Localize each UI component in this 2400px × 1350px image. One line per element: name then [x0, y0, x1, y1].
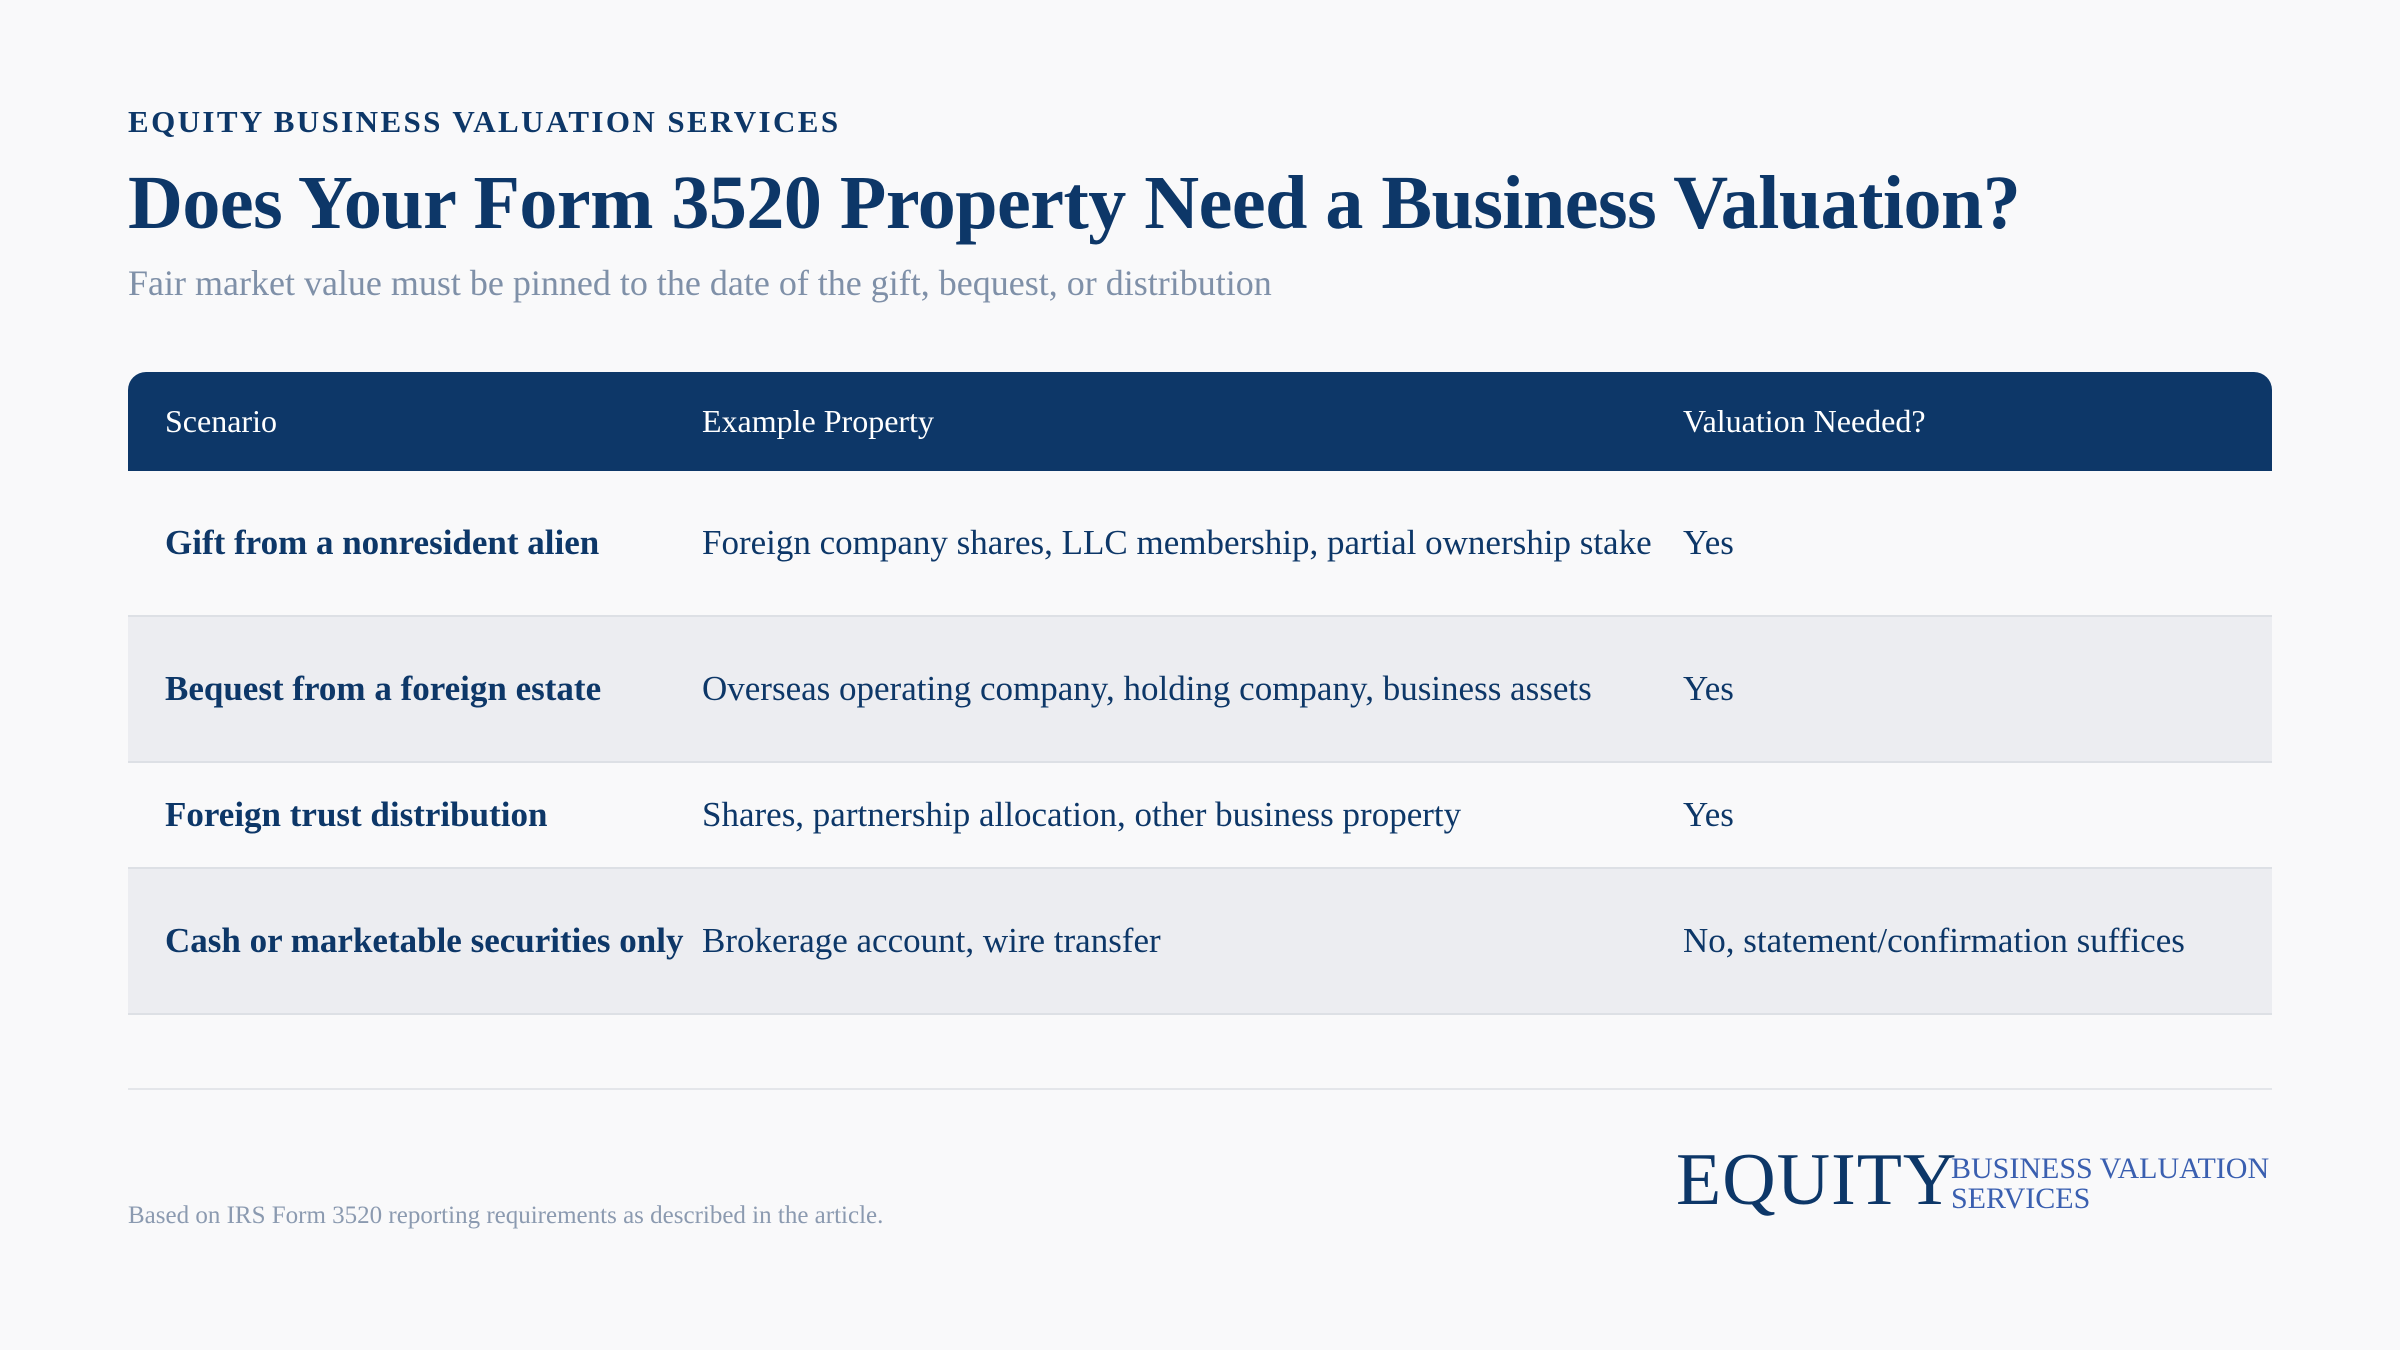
example-property-cell: Overseas operating company, holding comp… [702, 669, 1592, 708]
footer-divider [128, 1088, 2272, 1090]
brand-logo: EQUITY BUSINESS VALUATION SERVICES [1676, 1140, 2272, 1230]
logo-wordmark: EQUITY [1676, 1139, 1958, 1221]
column-header-scenario: Scenario [165, 403, 277, 439]
logo-tagline: BUSINESS VALUATION SERVICES [1951, 1154, 2269, 1214]
valuation-needed-cell: Yes [1683, 669, 1734, 708]
scenario-cell: Foreign trust distribution [165, 795, 548, 834]
example-property-cell: Brokerage account, wire transfer [702, 921, 1161, 960]
scenario-cell: Cash or marketable securities only [165, 921, 684, 960]
page-subtitle: Fair market value must be pinned to the … [128, 263, 1272, 303]
eyebrow-label: EQUITY BUSINESS VALUATION SERVICES [128, 104, 841, 139]
valuation-table: Scenario Example Property Valuation Need… [128, 372, 2272, 1015]
source-footnote: Based on IRS Form 3520 reporting require… [128, 1202, 884, 1229]
column-header-example-property: Example Property [702, 403, 934, 439]
valuation-needed-cell: Yes [1683, 523, 1734, 562]
table-row: Cash or marketable securities only Broke… [128, 869, 2272, 1015]
scenario-cell: Gift from a nonresident alien [165, 523, 600, 562]
column-header-valuation-needed: Valuation Needed? [1683, 403, 1926, 439]
page: EQUITY BUSINESS VALUATION SERVICES Does … [128, 0, 2272, 1350]
valuation-needed-cell: Yes [1683, 795, 1734, 834]
page-title: Does Your Form 3520 Property Need a Busi… [128, 161, 2021, 245]
table-row: Bequest from a foreign estate Overseas o… [128, 617, 2272, 763]
example-property-cell: Shares, partnership allocation, other bu… [702, 795, 1462, 834]
logo-tagline-line-1: BUSINESS VALUATION [1951, 1152, 2270, 1185]
table-row: Foreign trust distribution Shares, partn… [128, 763, 2272, 869]
example-property-cell: Foreign company shares, LLC membership, … [702, 523, 1652, 562]
logo-tagline-line-2: SERVICES [1951, 1182, 2091, 1215]
valuation-needed-cell: No, statement/confirmation suffices [1683, 921, 2185, 960]
table-row: Gift from a nonresident alien Foreign co… [128, 471, 2272, 617]
table-header: Scenario Example Property Valuation Need… [128, 372, 2272, 471]
scenario-cell: Bequest from a foreign estate [165, 669, 602, 708]
